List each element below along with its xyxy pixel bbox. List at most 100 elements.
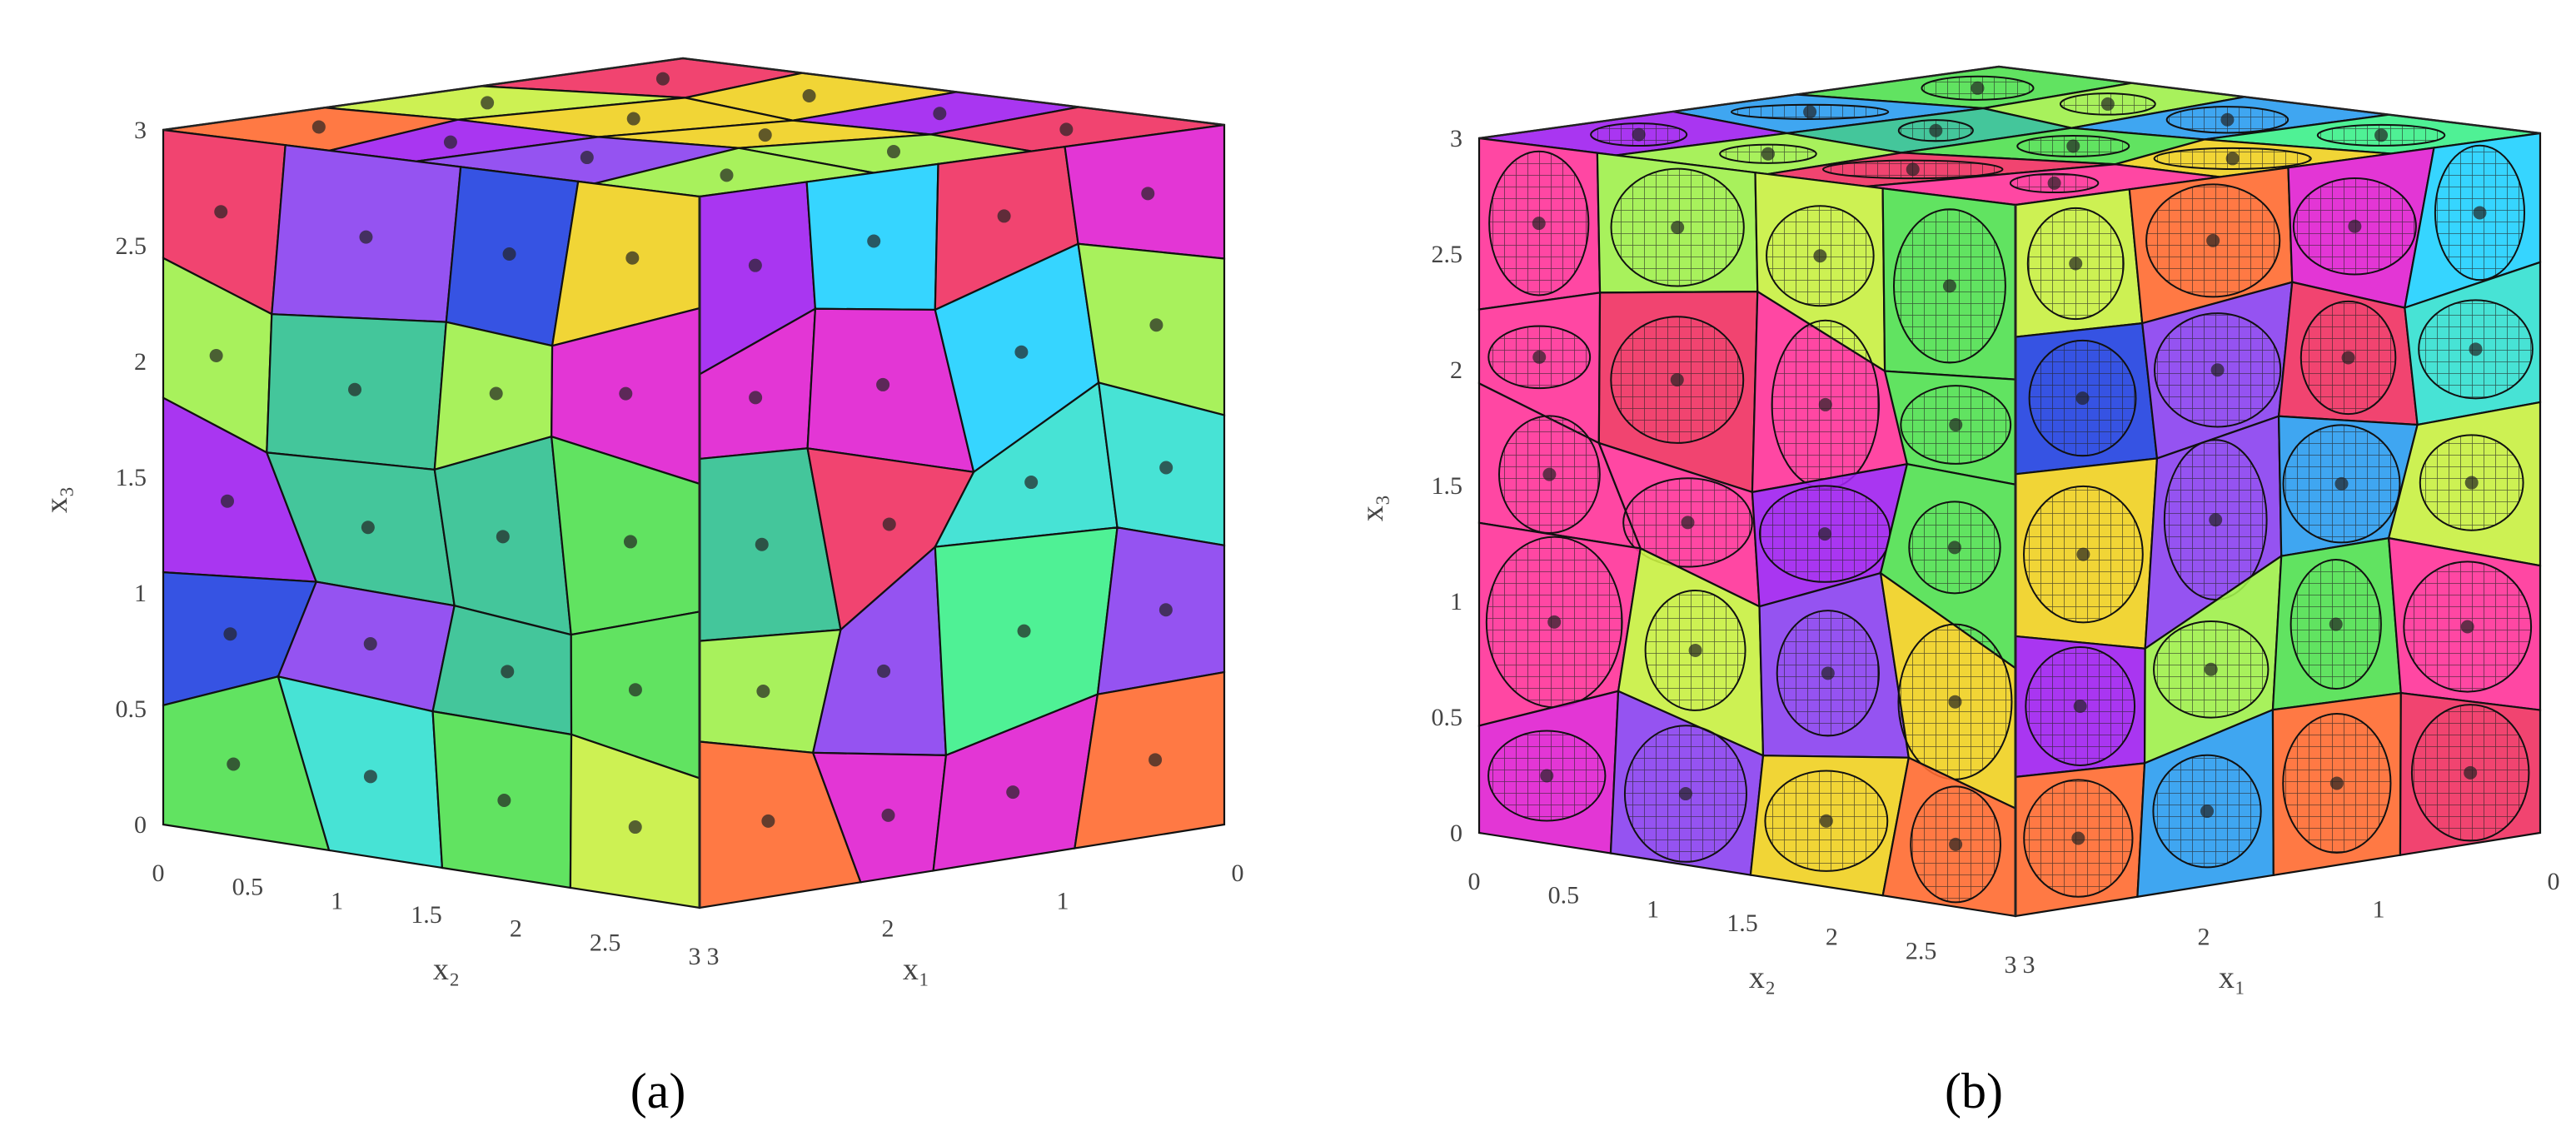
- x2-axis-label: x₂: [433, 952, 460, 987]
- seed-point: [756, 685, 770, 699]
- x1-tick-label: 1: [1057, 887, 1069, 914]
- seed-point: [1906, 162, 1920, 177]
- seed-point: [1948, 695, 1962, 709]
- seed-point: [887, 145, 901, 159]
- seed-point: [1949, 837, 1963, 851]
- seed-point: [2334, 476, 2349, 491]
- seed-point: [2225, 152, 2240, 166]
- seed-point: [501, 665, 515, 679]
- x2-tick-label: 1.5: [411, 901, 442, 929]
- seed-point: [625, 251, 640, 265]
- seed-point: [2329, 776, 2344, 790]
- seed-point: [655, 72, 670, 86]
- seed-point: [1148, 753, 1163, 767]
- seed-point: [443, 135, 457, 149]
- x2-tick-label: 2.5: [590, 929, 621, 956]
- seed-point: [2075, 391, 2090, 406]
- x3-axis-label: x₃: [39, 486, 74, 513]
- seed-point: [2341, 351, 2355, 365]
- seed-point: [2469, 342, 2483, 356]
- seed-point: [623, 535, 637, 549]
- cube-edge: [1478, 65, 2541, 140]
- x2-tick-label: 0: [1468, 868, 1481, 895]
- seed-point: [227, 757, 241, 771]
- seed-point: [1547, 615, 1562, 629]
- seed-point: [1942, 279, 1956, 293]
- seed-point: [933, 107, 947, 121]
- seed-point: [2073, 699, 2087, 713]
- cube-edge: [162, 57, 1225, 132]
- x2-tick-label: 2.5: [1906, 937, 1937, 964]
- seed-point: [2220, 112, 2235, 127]
- seed-point: [1819, 814, 1833, 828]
- seed-point: [876, 377, 890, 391]
- seed-point: [1761, 147, 1775, 161]
- seed-point: [881, 808, 895, 822]
- x3-tick-label: 2.5: [116, 232, 147, 260]
- seed-point: [214, 205, 228, 219]
- seed-point: [1949, 418, 1963, 432]
- seed-point: [1678, 787, 1692, 801]
- x3-tick-label: 1.5: [1432, 472, 1463, 500]
- seed-point: [748, 258, 762, 272]
- seed-point: [363, 770, 377, 784]
- seed-point: [1149, 318, 1163, 332]
- seed-point: [1818, 397, 1832, 411]
- seed-point: [2464, 476, 2479, 490]
- seed-point: [2460, 620, 2474, 634]
- x3-tick-label: 0: [134, 811, 147, 839]
- seed-point: [2066, 139, 2080, 153]
- seed-point: [2100, 97, 2115, 111]
- seed-point: [758, 128, 772, 142]
- seed-point: [626, 112, 640, 126]
- seed-point: [2473, 206, 2487, 220]
- seed-point: [221, 494, 235, 508]
- seed-point: [1947, 541, 1961, 555]
- seed-point: [496, 530, 510, 544]
- seed-point: [1671, 221, 1685, 235]
- seed-point: [628, 820, 642, 835]
- seed-point: [1929, 123, 1943, 137]
- seed-point: [1059, 122, 1074, 137]
- seed-point: [209, 349, 223, 363]
- seed-point: [489, 386, 503, 401]
- x1-tick-label: 3: [2023, 951, 2035, 979]
- x1-tick-label: 2: [882, 915, 894, 943]
- x3-tick-label: 2: [134, 348, 147, 376]
- x2-axis-label: x₂: [1749, 960, 1776, 995]
- x3-tick-label: 1: [1450, 588, 1462, 615]
- x3-tick-label: 3: [1450, 125, 1462, 152]
- x3-tick-label: 2.5: [1432, 241, 1463, 268]
- seed-point: [2464, 765, 2478, 780]
- seed-point: [311, 120, 326, 134]
- seed-point: [2047, 176, 2061, 190]
- seed-point: [1532, 350, 1547, 364]
- seed-point: [497, 793, 511, 807]
- seed-point: [761, 814, 775, 828]
- seed-point: [1670, 373, 1684, 387]
- seed-point: [2210, 363, 2225, 377]
- seed-point: [1158, 603, 1173, 617]
- seed-point: [223, 627, 237, 641]
- x2-tick-label: 1: [331, 887, 343, 914]
- seed-point: [1821, 666, 1835, 680]
- x3-tick-label: 0.5: [116, 695, 147, 723]
- x3-tick-label: 2: [1450, 356, 1462, 384]
- seed-point: [1540, 769, 1554, 783]
- seed-point: [619, 386, 633, 401]
- x3-tick-label: 1.5: [116, 464, 147, 491]
- seed-point: [363, 637, 377, 651]
- seed-point: [580, 151, 594, 165]
- seed-point: [2200, 805, 2215, 819]
- seed-point: [361, 521, 375, 535]
- seed-point: [802, 89, 816, 103]
- seed-point: [877, 664, 891, 678]
- seed-point: [882, 517, 896, 531]
- x1-tick-label: 0: [2548, 868, 2560, 895]
- seed-point: [359, 230, 373, 244]
- seed-point: [1632, 127, 1646, 142]
- x1-axis-label: x₁: [903, 952, 929, 987]
- x1-tick-label: 3: [707, 943, 720, 970]
- panel-label: (a): [630, 1064, 686, 1119]
